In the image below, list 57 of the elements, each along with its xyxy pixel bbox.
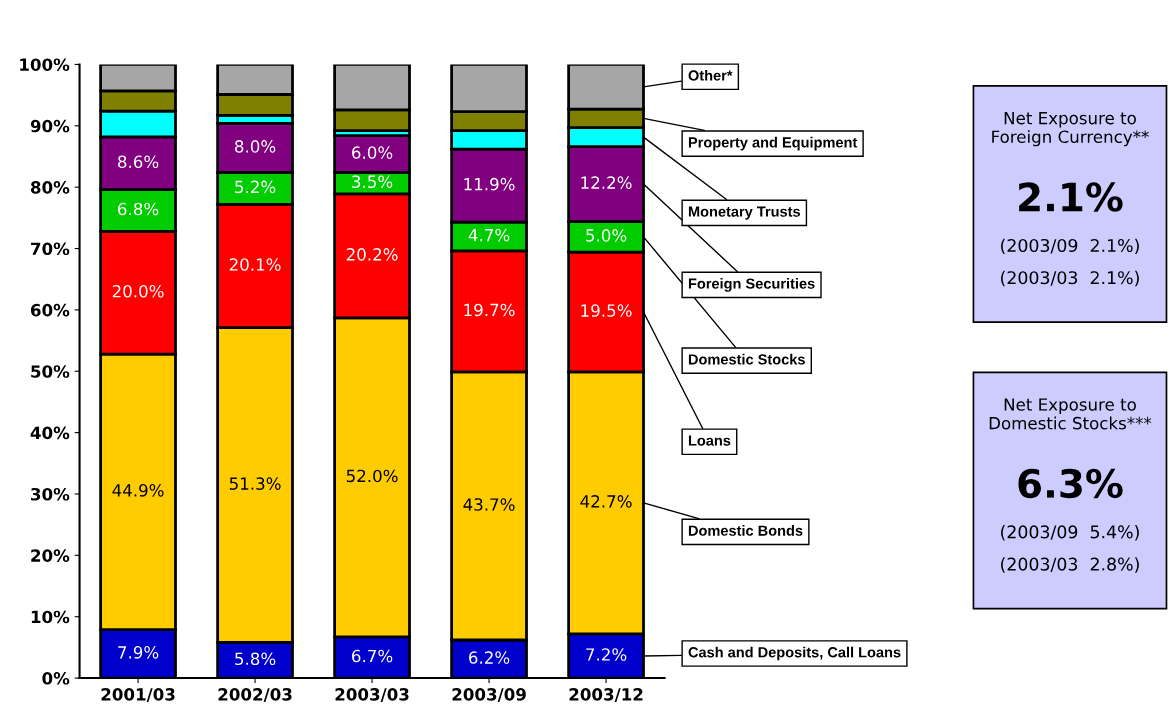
text: Foreign Securities [688,278,815,292]
text: Net Exposure to Foreign Currency** [992,112,1149,147]
text: Domestic Bonds [688,525,803,536]
data-label: 6.2% [469,651,510,664]
data-label: 52.0% [346,469,398,483]
text: (2003/09 2.1%) [1001,238,1139,255]
data-label: 20.0% [112,284,164,298]
data-label: 5.2% [235,180,276,194]
data-label: 19.5% [581,304,632,317]
text: (2003/03 2.1%) [1001,270,1139,287]
text: (2003/09 5.4%) [1001,525,1139,541]
data-label: 4.7% [468,228,510,242]
y-tick-label: 10% [31,610,70,624]
text: Property and Equipment [688,136,858,151]
x-tick-label: 2001/03 [101,688,175,702]
text: Domestic Stocks [688,353,805,365]
y-tick-label: 60% [30,303,70,317]
data-label: 7.9% [118,646,159,659]
data-label: 6.8% [118,202,159,216]
legend-label: Cash and Deposits, Call Loans [688,646,901,661]
y-tick-label: 100% [20,58,70,72]
data-label: 44.9% [112,484,164,497]
data-label: 8.6% [118,155,159,169]
text: 6.3% [1018,468,1123,499]
data-label: 5.8% [235,652,276,666]
y-tick-label: 40% [30,426,70,440]
y-tick-label: 50% [31,365,70,378]
text: Loans [688,435,731,446]
data-label: 7.2% [586,648,627,661]
data-label: 6.7% [352,649,393,663]
legend-label: Other* [688,69,733,81]
data-label: 11.9% [464,177,515,191]
x-tick-label: 2003/09 [452,688,526,702]
y-tick-label: 90% [30,119,70,133]
text: (2003/03 2.8%) [1001,557,1139,573]
y-tick-label: 70% [31,242,70,256]
y-tick-label: 0% [42,672,70,685]
x-tick-label: 2002/03 [218,688,292,702]
data-label: 43.7% [463,498,515,511]
y-tick-label: 20% [31,549,70,562]
text: Monetary Trusts [688,206,801,220]
data-label: 12.2% [581,176,632,189]
y-tick-label: 30% [31,487,70,501]
y-tick-label: 80% [30,181,70,194]
text: 2.1% [1019,182,1123,212]
data-label: 8.0% [235,140,276,153]
data-label: 20.2% [346,248,398,261]
x-tick-label: 2003/03 [335,688,409,702]
x-tick-label: 2003/12 [569,688,643,702]
text: Net Exposure to Domestic Stocks*** [989,398,1152,430]
data-label: 20.1% [229,258,281,271]
data-label: 5.0% [586,229,627,242]
data-label: 3.5% [352,175,393,189]
data-label: 19.7% [464,303,515,317]
data-label: 42.7% [580,495,632,508]
data-label: 6.0% [352,146,393,159]
data-label: 51.3% [229,477,281,490]
